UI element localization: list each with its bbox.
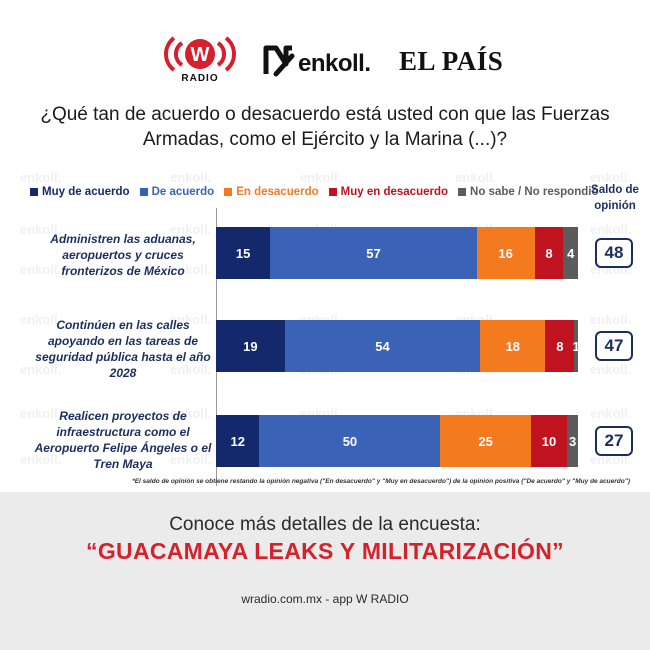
- bar-segment: 1: [572, 320, 580, 372]
- legend-item: Muy en desacuerdo: [328, 186, 449, 198]
- data-label: 57: [366, 245, 381, 261]
- legend-item: De acuerdo: [139, 186, 215, 198]
- survey-question: ¿Qué tan de acuerdo o desacuerdo está us…: [40, 104, 610, 150]
- data-label: 25: [478, 433, 493, 449]
- saldo-header-line-1: Saldo de: [591, 184, 639, 196]
- saldo-value: 27: [595, 426, 633, 456]
- legend-swatch: [328, 188, 337, 196]
- data-label: 8: [556, 338, 564, 354]
- data-label: 19: [243, 338, 258, 354]
- data-label: 50: [342, 433, 358, 449]
- promo-panel: [0, 492, 650, 650]
- bar-segment: 8: [545, 320, 575, 372]
- bar-segment: 12: [216, 415, 260, 467]
- legend-swatch: [30, 188, 38, 196]
- stacked-bar: 12 50 25 10 3: [216, 415, 578, 467]
- data-label: 18: [505, 338, 521, 354]
- w-radio-mark-icon: W: [164, 36, 236, 72]
- stacked-bar: 15 57 16 8 4: [216, 227, 578, 279]
- bar-segment: 3: [567, 415, 578, 467]
- bar-segment: 19: [216, 320, 285, 372]
- data-label: 8: [545, 245, 553, 261]
- data-label: 15: [235, 245, 251, 261]
- stacked-bar: 19 54 18 8 1: [216, 320, 580, 372]
- chart-legend: Muy de acuerdo De acuerdo En desacuerdo Muy…: [30, 186, 608, 202]
- bar-segment: 18: [480, 320, 546, 372]
- saldo-header: Saldo de opinión: [585, 182, 645, 214]
- bar-segment: 10: [530, 415, 568, 467]
- legend-label: Muy de acuerdo: [42, 186, 130, 198]
- category-label: Realicen proyectos de infraestructura co…: [34, 409, 212, 471]
- bar-segment: 54: [284, 320, 481, 372]
- bar-segment: 4: [563, 227, 578, 279]
- category-label: Administren las aduanas, aeropuertos y c…: [50, 232, 196, 278]
- bar-segment: 50: [259, 415, 441, 467]
- logo-bar: W RADIO enkoll. EL PAÍS: [0, 28, 650, 88]
- category-label: Continúen en las calles apoyando en las …: [35, 318, 211, 380]
- data-label: 1: [572, 338, 580, 354]
- legend-item: En desacuerdo: [224, 186, 319, 198]
- legend-label: De acuerdo: [151, 186, 215, 198]
- el-pais-logo: EL PAÍS: [399, 46, 504, 76]
- saldo-value: 47: [595, 331, 633, 361]
- legend-swatch: [224, 188, 233, 196]
- data-label: 16: [498, 245, 513, 261]
- bar-segment: 57: [270, 227, 477, 279]
- saldo-value: 48: [595, 238, 633, 268]
- data-label: 4: [567, 245, 575, 261]
- data-label: 54: [375, 338, 390, 354]
- data-label: 12: [230, 433, 245, 449]
- legend-label: No sabe / No respondió: [470, 186, 599, 198]
- legend-swatch: [139, 188, 148, 196]
- enkoll-mark-icon: [263, 45, 295, 77]
- legend-label: Muy en desacuerdo: [340, 186, 449, 198]
- bar-segment: 15: [216, 227, 271, 279]
- bar-segment: 25: [440, 415, 531, 467]
- bar-segment: 16: [476, 227, 535, 279]
- data-label: 10: [541, 433, 557, 449]
- legend-item: Muy de acuerdo: [30, 186, 130, 198]
- legend-swatch: [458, 188, 467, 196]
- bar-segment: 8: [534, 227, 564, 279]
- w-radio-logo: W RADIO: [160, 32, 240, 88]
- w-radio-letter: W: [191, 44, 210, 66]
- source-line: wradio.com.mx - app W RADIO: [241, 592, 409, 606]
- enkoll-logo: enkoll.: [262, 42, 380, 78]
- legend-item: No sabe / No respondió: [458, 186, 598, 198]
- footnote: *El saldo de opinión se obtiene restando…: [132, 478, 630, 485]
- w-radio-label: RADIO: [181, 73, 219, 84]
- saldo-header-line-2: opinión: [594, 200, 636, 212]
- data-label: 3: [568, 433, 577, 449]
- promo-intro: Conoce más detalles de la encuesta:: [169, 514, 481, 535]
- legend-label: En desacuerdo: [236, 186, 319, 198]
- enkoll-wordmark: enkoll.: [298, 50, 371, 77]
- promo-headline: “GUACAMAYA LEAKS Y MILITARIZACIÓN”: [86, 538, 564, 564]
